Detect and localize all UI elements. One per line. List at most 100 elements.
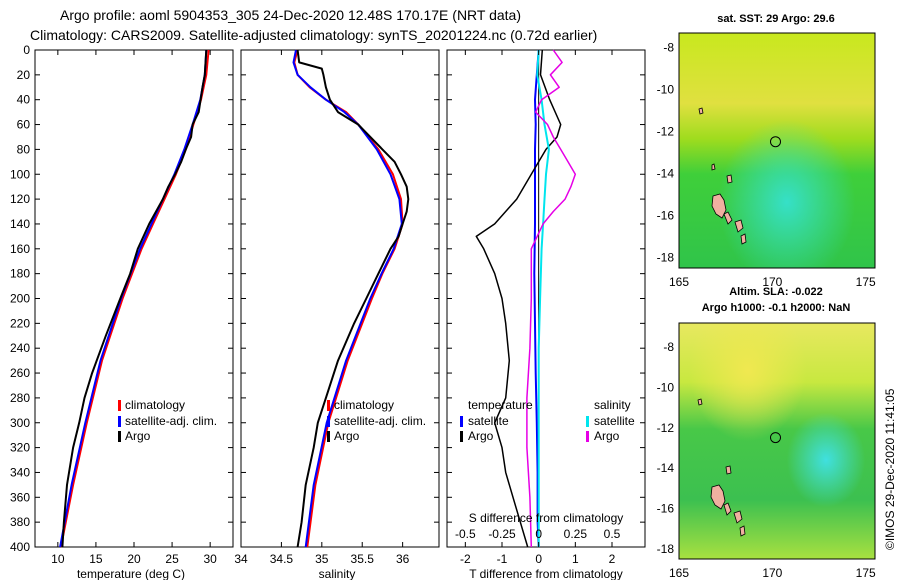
depth-tick-label: 300: [10, 416, 30, 430]
sla-map-title-line2: Argo h1000: -0.1 h2000: NaN: [702, 302, 851, 314]
map-lat-label: -10: [657, 83, 675, 97]
temperature-xlabel: temperature (deg C): [77, 567, 185, 580]
map-lon-label: 175: [856, 566, 876, 580]
depth-tick-label: 360: [10, 490, 30, 504]
depth-tick-label: 320: [10, 441, 30, 455]
depth-tick-label: 20: [17, 68, 31, 82]
salinity-xlabel: salinity: [319, 567, 356, 580]
sst-argo-location-marker: [770, 136, 781, 148]
map-lat-label: -14: [657, 167, 675, 181]
salinity-legend: climatology satellite-adj. clim. Argo: [327, 398, 426, 443]
island-efate: [733, 510, 743, 524]
series-line-temperature-argo: [475, 49, 562, 548]
island-efate: [734, 219, 744, 233]
temperature-legend-satellite: satellite-adj. clim.: [125, 414, 217, 428]
x-tick-label: 1: [572, 552, 579, 566]
depth-tick-label: 260: [10, 366, 30, 380]
map-lon-label: 165: [669, 566, 689, 580]
legend-swatch-climatology: [118, 400, 121, 411]
legend-swatch-temp-satellite: [460, 416, 463, 427]
s-tick-label: 0.5: [604, 527, 621, 541]
depth-tick-label: 120: [10, 192, 30, 206]
island-malakula: [723, 502, 732, 516]
depth-tick-label: 80: [17, 142, 31, 156]
map-lat-label: -8: [663, 340, 674, 354]
x-tick-label: 2: [609, 552, 616, 566]
salinity-panel-frame: [240, 49, 440, 548]
legend-swatch-argo: [118, 431, 121, 442]
x-tick-label: -1: [497, 552, 508, 566]
s-difference-label: S difference from climatology: [469, 511, 624, 525]
legend-sal-satellite: satellite: [594, 414, 635, 428]
depth-tick-label: 60: [17, 118, 31, 132]
depth-tick-label: 100: [10, 167, 30, 181]
x-tick-label: 0: [535, 552, 542, 566]
s-tick-label: 0: [535, 527, 542, 541]
map-lat-label: -18: [657, 251, 675, 265]
x-tick-label: 34: [234, 552, 248, 566]
difference-panel-frame: [446, 49, 646, 548]
depth-tick-label: 380: [10, 515, 30, 529]
series-line-satellite-adj-clim-: [292, 49, 403, 548]
legend-swatch-satellite: [327, 416, 330, 427]
island-erromango: [740, 233, 747, 245]
depth-tick-label: 240: [10, 341, 30, 355]
temperature-legend-argo: Argo: [125, 429, 151, 443]
map-lat-label: -10: [657, 381, 675, 395]
salinity-legend-satellite: satellite-adj. clim.: [334, 414, 426, 428]
island-erromango: [739, 525, 746, 537]
sst-map-islands: [698, 107, 747, 245]
map-lat-label: -14: [657, 461, 675, 475]
figure-title-line2: Climatology: CARS2009. Satellite-adjuste…: [30, 27, 597, 43]
sla-map-islands: [697, 398, 746, 537]
map-lat-label: -12: [657, 125, 675, 139]
depth-tick-label: 220: [10, 316, 30, 330]
x-tick-label: 15: [89, 552, 103, 566]
x-tick-label: 10: [51, 552, 65, 566]
map-lat-label: -18: [657, 542, 675, 556]
series-line-argo: [61, 49, 208, 548]
imos-timestamp: ©IMOS 29-Dec-2020 11:41:05: [883, 388, 897, 550]
tick-labels-group: 10 15 20 25 30 34 34.5 35 35.5 36 -2 -1 0 1 2-0.5 -0.25…: [10, 41, 876, 580]
sla-map: [678, 322, 876, 560]
map-lat-label: -8: [663, 41, 674, 55]
salinity-legend-climatology: climatology: [334, 398, 394, 412]
s-tick-label: -0.25: [488, 527, 516, 541]
difference-legend-temperature: temperature satellite Argo: [460, 398, 533, 443]
legend-swatch-sal-satellite: [586, 416, 589, 427]
map-lon-label: 170: [762, 566, 782, 580]
difference-xlabel: T difference from climatology: [469, 567, 623, 580]
sla-argo-location-marker: [770, 432, 781, 444]
legend-swatch-climatology: [327, 400, 330, 411]
map-lon-label: 165: [669, 275, 689, 289]
s-tick-label: -0.5: [455, 527, 476, 541]
series-line-salinity-argo: [526, 49, 577, 548]
x-tick-label: 20: [127, 552, 141, 566]
depth-tick-label: 180: [10, 267, 30, 281]
sla-map-low-patch: [679, 323, 875, 559]
temperature-legend-climatology: climatology: [125, 398, 185, 412]
legend-swatch-temp-argo: [460, 431, 463, 442]
map-lon-label: 175: [856, 275, 876, 289]
depth-tick-label: 400: [10, 540, 30, 554]
legend-swatch-argo: [327, 431, 330, 442]
island-malakula: [723, 211, 733, 225]
map-lat-label: -16: [657, 209, 675, 223]
x-tick-label: 35.5: [351, 552, 375, 566]
x-tick-label: 36: [396, 552, 410, 566]
depth-tick-label: 340: [10, 465, 30, 479]
legend-temp-satellite: satellite: [468, 414, 509, 428]
depth-tick-label: 160: [10, 242, 30, 256]
map-lat-label: -16: [657, 502, 675, 516]
difference-legend-salinity: salinity satellite Argo: [586, 398, 635, 443]
island-espiritu-santo: [710, 484, 726, 510]
map-lat-label: -12: [657, 421, 675, 435]
x-tick-label: 35: [315, 552, 329, 566]
legend-title-temperature: temperature: [468, 398, 533, 412]
series-line-temperature-satellite: [533, 49, 540, 548]
legend-temp-argo: Argo: [468, 429, 494, 443]
sla-map-title-line1: Altim. SLA: -0.022: [729, 286, 823, 298]
figure-title-line1: Argo profile: aoml 5904353_305 24-Dec-20…: [60, 7, 521, 23]
